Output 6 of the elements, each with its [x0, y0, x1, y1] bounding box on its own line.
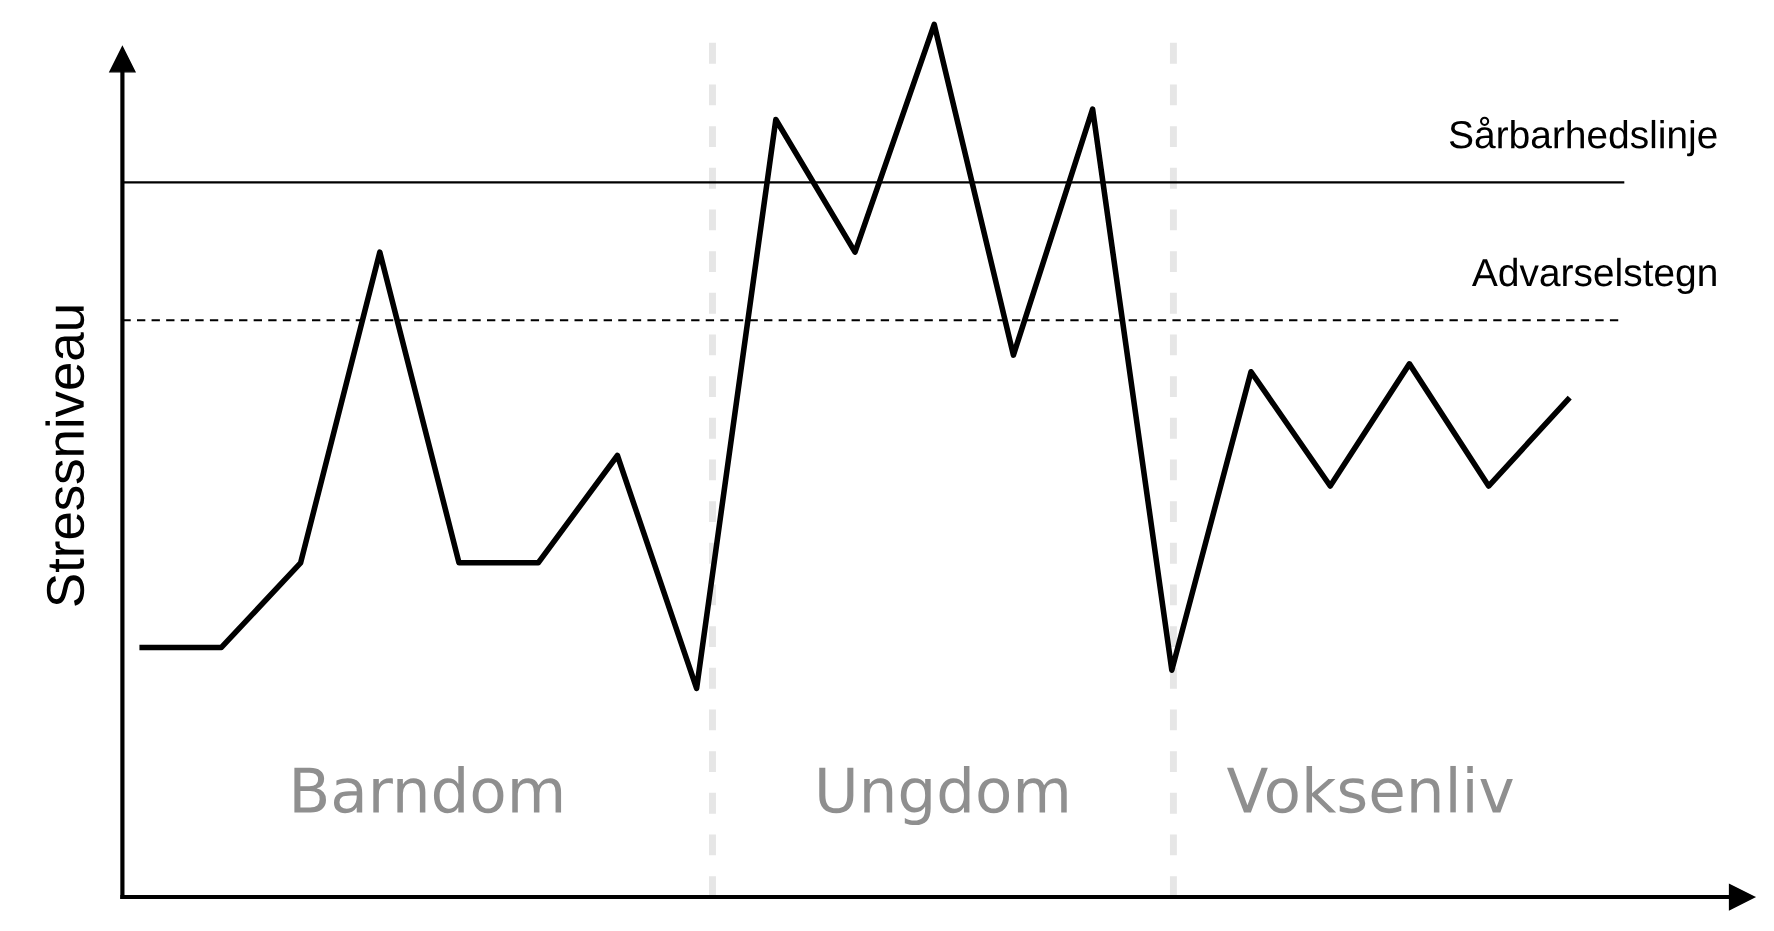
ref-line-label: Sårbarhedslinje: [1449, 116, 1717, 157]
annotation: Barndom: [294, 765, 562, 814]
y-axis-title: Stressniveau: [45, 306, 85, 606]
annotation: Ungdom: [819, 765, 1067, 826]
annotation: Voksenliv: [1227, 765, 1513, 814]
ref-line-label: Advarselstegn: [1471, 257, 1716, 295]
